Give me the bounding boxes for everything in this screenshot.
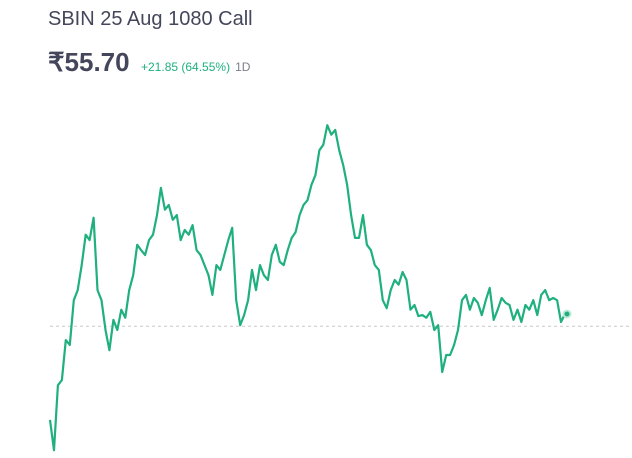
period: 1D (235, 60, 251, 74)
last-point (562, 309, 572, 319)
price-change: +21.85 (64.55%) (141, 60, 230, 74)
chart-title: SBIN 25 Aug 1080 Call (48, 8, 253, 30)
price-line (48, 124, 566, 452)
price: ₹55.70 (48, 47, 130, 77)
